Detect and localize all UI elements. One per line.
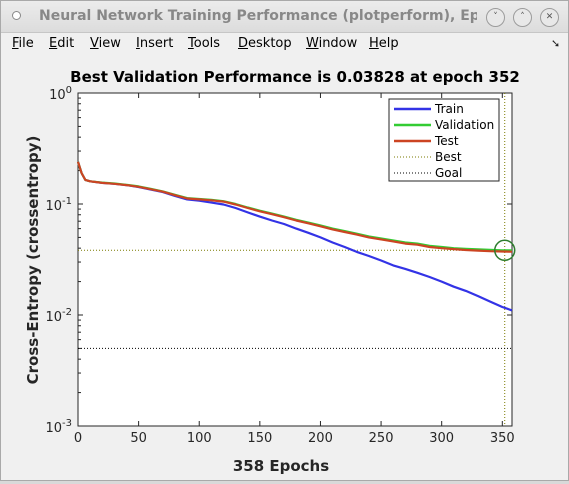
chart-title: Best Validation Performance is 0.03828 a…	[70, 68, 520, 86]
menu-help[interactable]: Help	[369, 36, 399, 51]
x-tick-label: 0	[74, 431, 82, 446]
x-tick-label: 200	[308, 431, 333, 446]
figure-canvas: Best Validation Performance is 0.03828 a…	[2, 56, 568, 480]
y-axis-ticks: 100 10-1 10-2 10-3	[45, 85, 512, 436]
maximize-button[interactable]: ˄	[513, 8, 532, 27]
series-test-line	[76, 161, 513, 253]
x-tick-label: 100	[187, 431, 212, 446]
menu-window[interactable]: Window	[306, 36, 358, 51]
legend: Train Validation Test Best Goal	[388, 98, 500, 182]
title-bar[interactable]: Neural Network Training Performance (plo…	[1, 1, 568, 33]
menu-tools[interactable]: Tools	[188, 36, 221, 51]
menu-desktop[interactable]: Desktop	[238, 36, 292, 51]
menu-view[interactable]: View	[90, 36, 121, 51]
legend-label-test: Test	[434, 134, 459, 148]
x-axis-ticks: 0 50 100 150 200 250 300 350	[74, 93, 515, 446]
best-epoch-marker	[493, 239, 516, 262]
close-button[interactable]: ✕	[540, 8, 559, 27]
window-menu-icon[interactable]	[12, 11, 21, 20]
y-axis-label: Cross-Entropy (crossentropy)	[24, 136, 42, 385]
x-tick-label: 150	[247, 431, 272, 446]
legend-label-best: Best	[435, 150, 462, 164]
y-tick-label: 10-3	[45, 418, 72, 436]
performance-chart: Best Validation Performance is 0.03828 a…	[24, 68, 520, 475]
menu-edit[interactable]: Edit	[49, 36, 75, 51]
legend-label-validation: Validation	[435, 118, 494, 132]
legend-label-goal: Goal	[435, 166, 462, 180]
x-axis-label: 358 Epochs	[233, 457, 329, 475]
legend-label-train: Train	[434, 102, 464, 116]
y-tick-label: 10-1	[45, 196, 72, 214]
minimize-button[interactable]: ˅	[486, 8, 505, 27]
menu-file[interactable]: File	[12, 36, 34, 51]
window-title: Neural Network Training Performance (plo…	[39, 8, 477, 24]
reference-lines	[78, 93, 512, 426]
x-tick-label: 250	[369, 431, 394, 446]
series-lines	[76, 161, 513, 312]
menu-insert[interactable]: Insert	[136, 36, 174, 51]
dock-arrow-icon[interactable]: ➘	[551, 37, 561, 50]
y-tick-label: 100	[49, 85, 72, 103]
y-tick-label: 10-2	[45, 307, 72, 325]
x-tick-label: 350	[490, 431, 515, 446]
x-tick-label: 300	[429, 431, 454, 446]
x-tick-label: 50	[130, 431, 147, 446]
menu-bar: File Edit View Insert Tools Desktop Wind…	[1, 33, 568, 55]
